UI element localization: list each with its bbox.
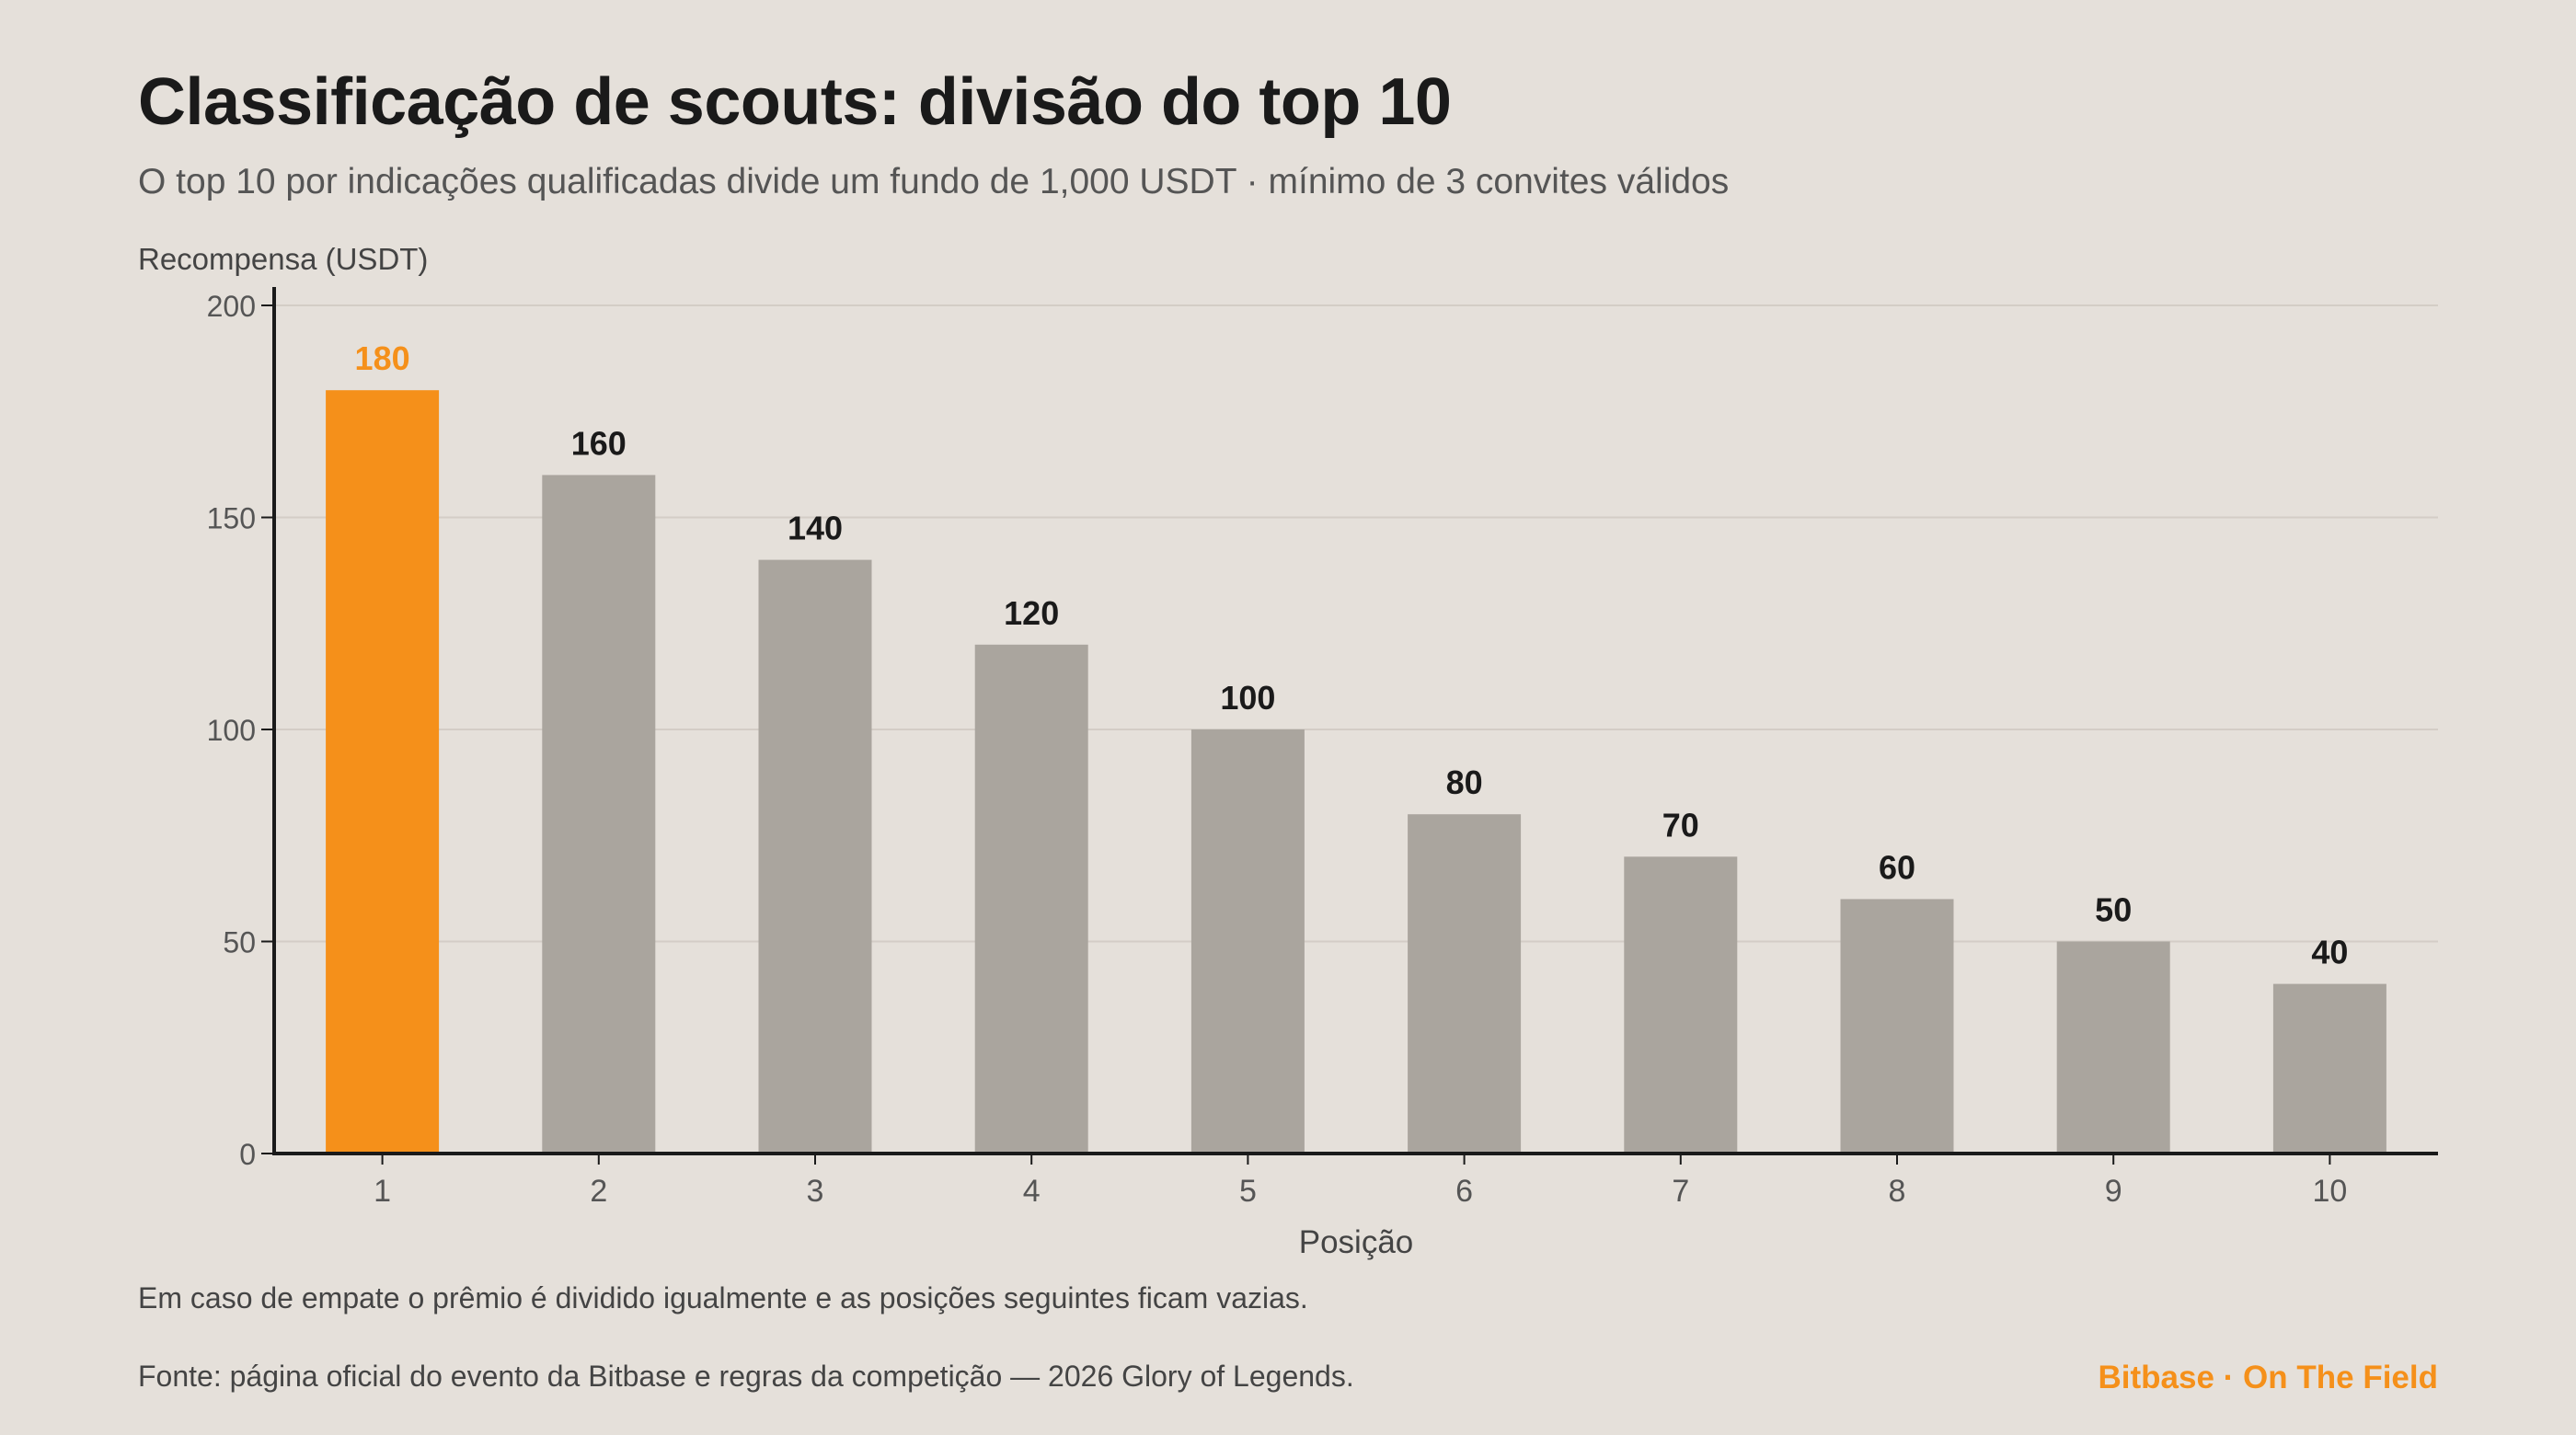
bar xyxy=(1840,899,1954,1154)
data-label: 60 xyxy=(1879,848,1915,886)
x-tick-label: 10 xyxy=(2312,1174,2347,1209)
bar xyxy=(1190,729,1305,1154)
x-tick-label: 1 xyxy=(374,1174,391,1209)
axes: 0 50 100 150 200 1 2 3 4 5 6 7 8 9 10 Recompensa (USDT)… xyxy=(138,242,2438,1260)
y-tick-label: 100 xyxy=(207,714,256,747)
data-label: 70 xyxy=(1662,806,1699,844)
data-label: 160 xyxy=(571,424,627,462)
data-label: 140 xyxy=(788,510,843,547)
data-label: 180 xyxy=(355,339,410,377)
data-label: 40 xyxy=(2311,934,2348,971)
x-tick-label: 6 xyxy=(1455,1174,1473,1209)
x-tick-label: 9 xyxy=(2105,1174,2122,1209)
source-note: Fonte: página oficial do evento da Bitba… xyxy=(138,1360,1354,1393)
data-label: 120 xyxy=(1004,594,1059,632)
x-axis-label: Posição xyxy=(1299,1224,1414,1260)
y-axis-label: Recompensa (USDT) xyxy=(138,242,428,276)
bar xyxy=(542,475,656,1154)
bar xyxy=(2056,941,2170,1154)
bars xyxy=(326,390,2386,1154)
footnote: Em caso de empate o prêmio é dividido ig… xyxy=(138,1281,1308,1314)
bar xyxy=(974,644,1088,1154)
x-tick-label: 2 xyxy=(590,1174,607,1209)
x-tick-label: 3 xyxy=(807,1174,824,1209)
x-tick-label: 8 xyxy=(1889,1174,1906,1209)
bar xyxy=(758,559,872,1154)
x-tick-label: 4 xyxy=(1023,1174,1041,1209)
brand-label: Bitbase · On The Field xyxy=(2098,1360,2438,1395)
data-labels: 180 160 140 120 100 80 70 60 50 40 xyxy=(355,339,2349,970)
data-label: 80 xyxy=(1446,763,1483,801)
x-tick-label: 7 xyxy=(1672,1174,1689,1209)
data-label: 50 xyxy=(2095,891,2132,929)
x-tick-label: 5 xyxy=(1239,1174,1257,1209)
data-label: 100 xyxy=(1220,679,1275,717)
bar xyxy=(326,390,440,1154)
y-tick-label: 50 xyxy=(223,926,256,959)
chart-title: Classificação de scouts: divisão do top … xyxy=(138,65,1452,139)
bar xyxy=(1408,814,1522,1154)
y-tick-label: 0 xyxy=(239,1138,256,1171)
bar xyxy=(2272,983,2386,1154)
chart-subtitle: O top 10 por indicações qualificadas div… xyxy=(138,162,1730,201)
y-tick-label: 200 xyxy=(207,290,256,323)
y-tick-label: 150 xyxy=(207,502,256,535)
bar xyxy=(1624,856,1738,1154)
